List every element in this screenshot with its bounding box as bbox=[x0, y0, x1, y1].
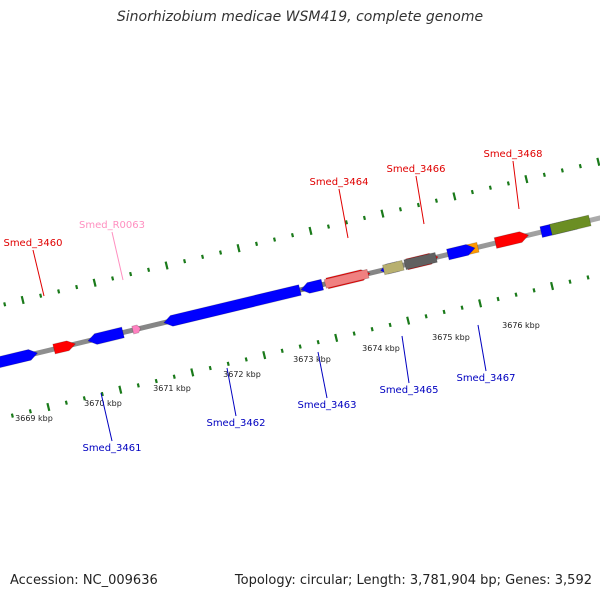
tick-rings bbox=[3, 157, 600, 418]
gene-label-leader bbox=[401, 335, 410, 384]
gene-label-smed-3465[interactable]: Smed_3465 bbox=[379, 385, 438, 396]
gene-features[interactable] bbox=[0, 214, 592, 369]
gene-smed-3467b[interactable] bbox=[446, 244, 476, 261]
gene-label-leader bbox=[512, 160, 520, 210]
gene-label-leader bbox=[477, 324, 487, 372]
gene-labels[interactable]: Smed_3460 Smed_R0063 Smed_3464 Smed_3466 Sme… bbox=[3, 149, 542, 454]
tick-label: 3671 kbp bbox=[153, 384, 191, 393]
gene-smed-3460[interactable] bbox=[52, 340, 77, 355]
gene-label-leader bbox=[32, 249, 45, 297]
gene-label-smed-3468[interactable]: Smed_3468 bbox=[483, 149, 542, 160]
gene-label-smed-3461[interactable]: Smed_3461 bbox=[82, 443, 141, 454]
tick-label: 3675 kbp bbox=[432, 333, 470, 342]
tick-label: 3676 kbp bbox=[502, 321, 540, 330]
tick-label: 3672 kbp bbox=[223, 370, 261, 379]
gene-label-leader bbox=[111, 231, 124, 281]
genome-title: Sinorhizobium medicae WSM419, complete g… bbox=[116, 9, 484, 25]
gene-label-smed-r0063[interactable]: Smed_R0063 bbox=[79, 220, 145, 231]
gene-label-leader bbox=[338, 188, 349, 239]
gene-label-smed-3464[interactable]: Smed_3464 bbox=[309, 177, 368, 188]
gene-smed-3464b[interactable] bbox=[323, 268, 370, 289]
gene-smed-3465b[interactable] bbox=[382, 259, 405, 276]
gene-label-leader bbox=[100, 392, 113, 442]
gene-smed-3468[interactable] bbox=[493, 231, 530, 249]
gene-smed-3466b[interactable] bbox=[403, 252, 438, 271]
gene-label-smed-3460[interactable]: Smed_3460 bbox=[3, 238, 62, 249]
gene-smed-3470[interactable] bbox=[549, 214, 592, 236]
gene-smed-r0063[interactable] bbox=[131, 324, 141, 335]
gene-label-leader bbox=[317, 351, 328, 399]
gene-smed-3461[interactable] bbox=[87, 326, 125, 345]
outer-tick-ring bbox=[3, 157, 600, 307]
tick-label: 3674 kbp bbox=[362, 344, 400, 353]
gene-label-smed-3463[interactable]: Smed_3463 bbox=[297, 400, 356, 411]
accession-text: Accession: NC_009636 bbox=[10, 573, 158, 588]
tick-label: 3673 kbp bbox=[293, 355, 331, 364]
tick-label: 3669 kbp bbox=[15, 414, 53, 423]
gene-smed-3459[interactable] bbox=[0, 349, 39, 369]
gene-label-leader bbox=[415, 175, 425, 225]
gene-label-smed-3467[interactable]: Smed_3467 bbox=[456, 373, 515, 384]
genome-summary: Topology: circular; Length: 3,781,904 bp… bbox=[234, 573, 592, 588]
gene-label-smed-3466[interactable]: Smed_3466 bbox=[386, 164, 445, 175]
gene-smed-3463[interactable] bbox=[300, 278, 325, 294]
gene-label-leader bbox=[226, 367, 237, 417]
gene-label-smed-3462[interactable]: Smed_3462 bbox=[206, 418, 265, 429]
inner-tick-ring bbox=[10, 275, 590, 418]
gene-smed-3462[interactable] bbox=[163, 284, 302, 327]
